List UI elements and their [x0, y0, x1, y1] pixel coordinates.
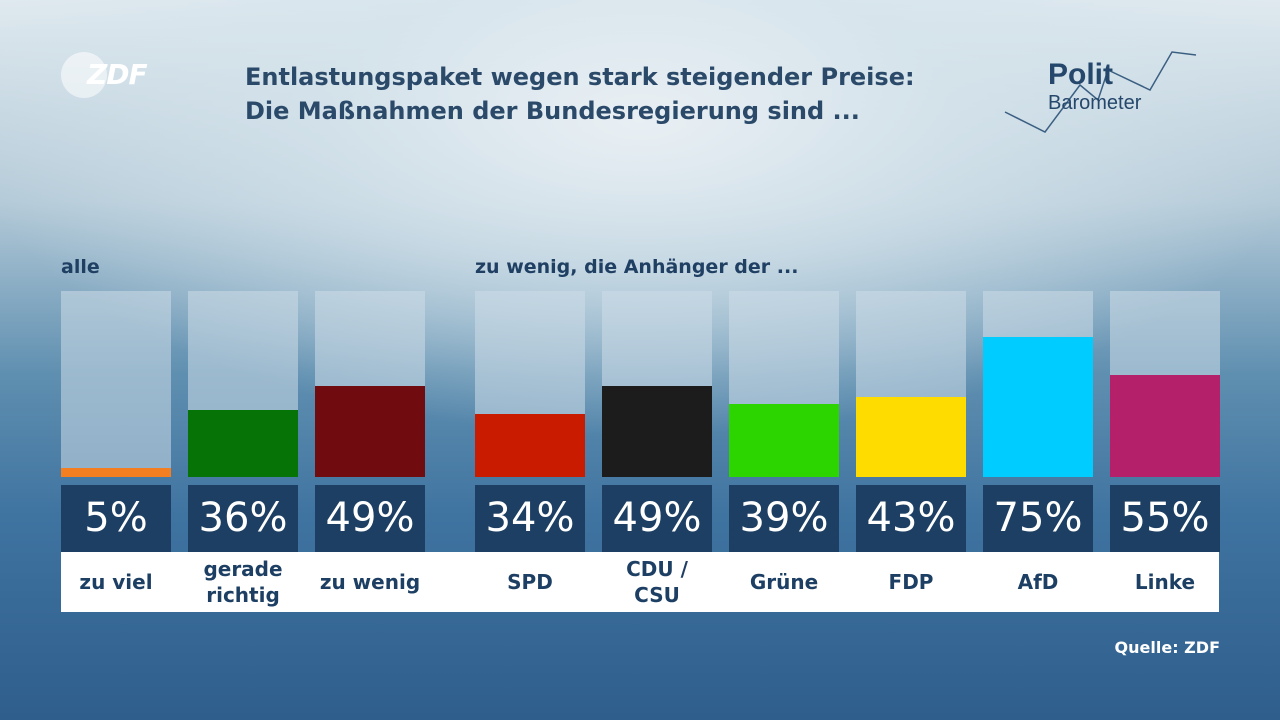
- value-label: 49%: [315, 485, 425, 552]
- bar-track: [188, 291, 298, 477]
- bar: [856, 397, 966, 477]
- bar: [729, 404, 839, 477]
- category-label: gerade richtig: [203, 557, 283, 607]
- bar: [475, 414, 585, 477]
- bar-track: [475, 291, 585, 477]
- category-label: zu viel: [79, 570, 153, 594]
- zdf-logo-circle: [61, 52, 107, 98]
- category-label-strip: [61, 552, 1219, 612]
- section-label-alle: alle: [61, 256, 100, 278]
- bar: [188, 410, 298, 477]
- politbarometer-logo-lines: [1004, 51, 1197, 133]
- bar: [602, 386, 712, 477]
- bar-track: [856, 291, 966, 477]
- politbarometer-logo-polit: Polit: [1048, 58, 1113, 91]
- bar-track: [315, 291, 425, 477]
- chart-title-line2: Die Maßnahmen der Bundesregierung sind .…: [245, 97, 860, 125]
- bar: [983, 337, 1093, 477]
- category-label: AfD: [1017, 570, 1059, 594]
- chart-title: Entlastungspaket wegen stark steigender …: [245, 60, 965, 128]
- politbarometer-logo-barometer: Barometer: [1048, 92, 1142, 114]
- value-label: 75%: [983, 485, 1093, 552]
- chart-title-line1: Entlastungspaket wegen stark steigender …: [245, 63, 915, 91]
- bar-track: [1110, 291, 1220, 477]
- bar: [315, 386, 425, 477]
- value-label: 34%: [475, 485, 585, 552]
- category-label: zu wenig: [319, 570, 421, 594]
- value-label: 43%: [856, 485, 966, 552]
- category-label: SPD: [507, 570, 553, 594]
- value-label: 5%: [61, 485, 171, 552]
- value-label: 55%: [1110, 485, 1220, 552]
- section-label-parties: zu wenig, die Anhänger der ...: [475, 256, 799, 278]
- bar-track: [61, 291, 171, 477]
- value-label: 49%: [602, 485, 712, 552]
- category-label: Grüne: [749, 570, 819, 594]
- value-label: 36%: [188, 485, 298, 552]
- value-label: 39%: [729, 485, 839, 552]
- bar-track: [729, 291, 839, 477]
- category-label: FDP: [888, 570, 934, 594]
- category-label: CDU / CSU: [626, 557, 688, 607]
- source-note: Quelle: ZDF: [1114, 638, 1220, 657]
- bar: [1110, 375, 1220, 477]
- zdf-logo-text: ZDF: [87, 58, 148, 91]
- bar-track: [983, 291, 1093, 477]
- category-label: Linke: [1134, 570, 1196, 594]
- bar-track: [602, 291, 712, 477]
- bar: [61, 468, 171, 477]
